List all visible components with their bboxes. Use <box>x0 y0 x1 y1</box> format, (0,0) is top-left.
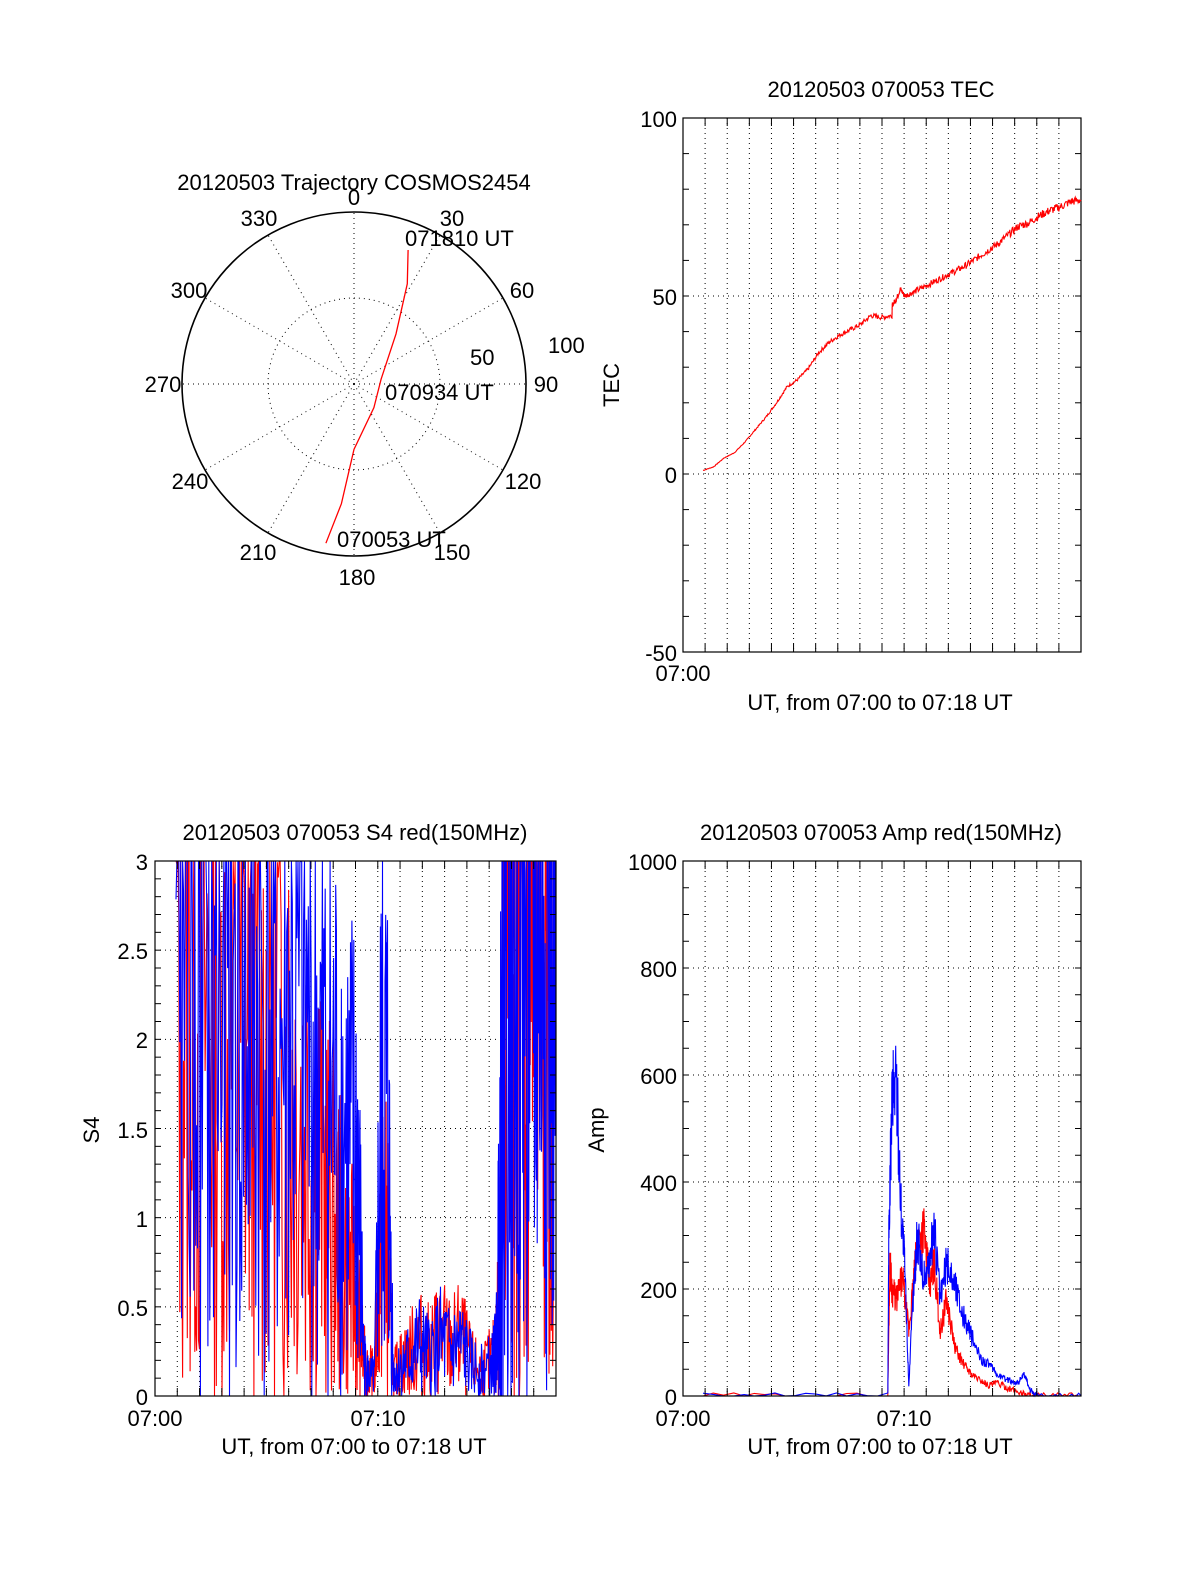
annotation-mid-time: 070934 UT <box>385 380 494 405</box>
s4-xlabel: UT, from 07:00 to 07:18 UT <box>221 1434 486 1459</box>
s4-ytick-1: 1 <box>136 1207 148 1232</box>
amp-xlabel: UT, from 07:00 to 07:18 UT <box>747 1434 1012 1459</box>
polar-title: 20120503 Trajectory COSMOS2454 <box>177 170 530 195</box>
polar-spoke-210 <box>267 383 355 534</box>
tec-minor-ticks <box>682 117 1082 653</box>
polar-spoke-240 <box>204 383 355 471</box>
s4-ylabel: S4 <box>79 1117 104 1144</box>
series-line-0 <box>702 1208 1081 1397</box>
polar-angle-label-90: 90 <box>534 372 558 397</box>
amp-ylabel: Amp <box>584 1107 609 1152</box>
amp-ytick-0: 0 <box>665 1385 677 1410</box>
tec-ytick-minus50: -50 <box>645 641 677 666</box>
polar-angle-label-30: 30 <box>440 206 464 231</box>
polar-radial-label-50: 50 <box>470 345 494 370</box>
s4-ytick-1.5: 1.5 <box>117 1118 148 1143</box>
amp-ytick-400: 400 <box>640 1171 677 1196</box>
polar-angle-label-300: 300 <box>171 278 208 303</box>
amp-grid <box>683 861 1081 1396</box>
polar-radial-label-100: 100 <box>548 333 585 358</box>
s4-xtick-0700: 07:00 <box>127 1406 182 1431</box>
polar-angle-label-120: 120 <box>505 469 542 494</box>
polar-angle-label-210: 210 <box>240 540 277 565</box>
s4-ytick-2: 2 <box>136 1028 148 1053</box>
polar-spoke-300 <box>204 297 355 385</box>
s4-xtick-0710: 07:10 <box>350 1406 405 1431</box>
amp-title: 20120503 070053 Amp red(150MHz) <box>700 820 1062 845</box>
polar-trajectory-line <box>325 249 409 544</box>
polar-trajectory-chart: 20120503 Trajectory COSMOS2454 0 30 60 90 12… <box>145 170 585 590</box>
polar-angle-label-330: 330 <box>241 206 278 231</box>
tec-title: 20120503 070053 TEC <box>767 77 994 102</box>
series-line-0 <box>702 195 1082 471</box>
polar-grid <box>181 211 527 557</box>
tec-ytick-100: 100 <box>640 107 677 132</box>
series-line-1 <box>702 1045 1082 1398</box>
polar-spoke-330 <box>267 234 355 385</box>
amp-ytick-1000: 1000 <box>628 850 677 875</box>
polar-angle-label-150: 150 <box>434 540 471 565</box>
s4-chart: 20120503 070053 S4 red(150MHz) 3 2.5 2 1… <box>79 820 557 1459</box>
tec-chart: 20120503 070053 TEC 100 50 0 -50 07:00 U… <box>599 77 1082 715</box>
amp-xtick-0700: 07:00 <box>655 1406 710 1431</box>
amp-ytick-200: 200 <box>640 1278 677 1303</box>
polar-spoke-150 <box>353 383 441 534</box>
annotation-start-time: 070053 UT <box>337 527 446 552</box>
amp-chart: 20120503 070053 Amp red(150MHz) 1000 800… <box>584 820 1082 1459</box>
polar-angle-label-60: 60 <box>510 278 534 303</box>
tec-series <box>702 195 1082 471</box>
tec-xlabel: UT, from 07:00 to 07:18 UT <box>747 690 1012 715</box>
tec-xtick-0700: 07:00 <box>655 661 710 686</box>
s4-ytick-0.5: 0.5 <box>117 1296 148 1321</box>
tec-ylabel: TEC <box>599 363 624 407</box>
s4-ytick-3: 3 <box>136 850 148 875</box>
s4-minor-ticks <box>154 860 557 1397</box>
polar-spoke-30 <box>353 234 441 385</box>
amp-ytick-800: 800 <box>640 957 677 982</box>
polar-angle-label-180: 180 <box>339 565 376 590</box>
s4-ytick-0: 0 <box>136 1385 148 1410</box>
amp-ytick-600: 600 <box>640 1064 677 1089</box>
series-line-1 <box>175 860 557 1397</box>
polar-angle-label-240: 240 <box>172 469 209 494</box>
polar-angle-label-0: 0 <box>348 185 360 210</box>
tec-ytick-50: 50 <box>653 285 677 310</box>
amp-series <box>702 1045 1082 1398</box>
polar-angle-label-270: 270 <box>145 372 182 397</box>
polar-spoke-120 <box>353 383 504 471</box>
polar-spoke-60 <box>353 297 504 385</box>
s4-ytick-2.5: 2.5 <box>117 939 148 964</box>
s4-title: 20120503 070053 S4 red(150MHz) <box>183 820 528 845</box>
amp-minor-ticks <box>682 860 1082 1397</box>
tec-ytick-0: 0 <box>665 463 677 488</box>
polar-angle-labels: 0 30 60 90 120 150 180 210 240 270 300 330 <box>145 185 559 590</box>
annotation-end-time: 071810 UT <box>405 226 514 251</box>
amp-xtick-0710: 07:10 <box>876 1406 931 1431</box>
polar-outer-circle <box>181 211 527 557</box>
tec-grid <box>683 118 1081 652</box>
